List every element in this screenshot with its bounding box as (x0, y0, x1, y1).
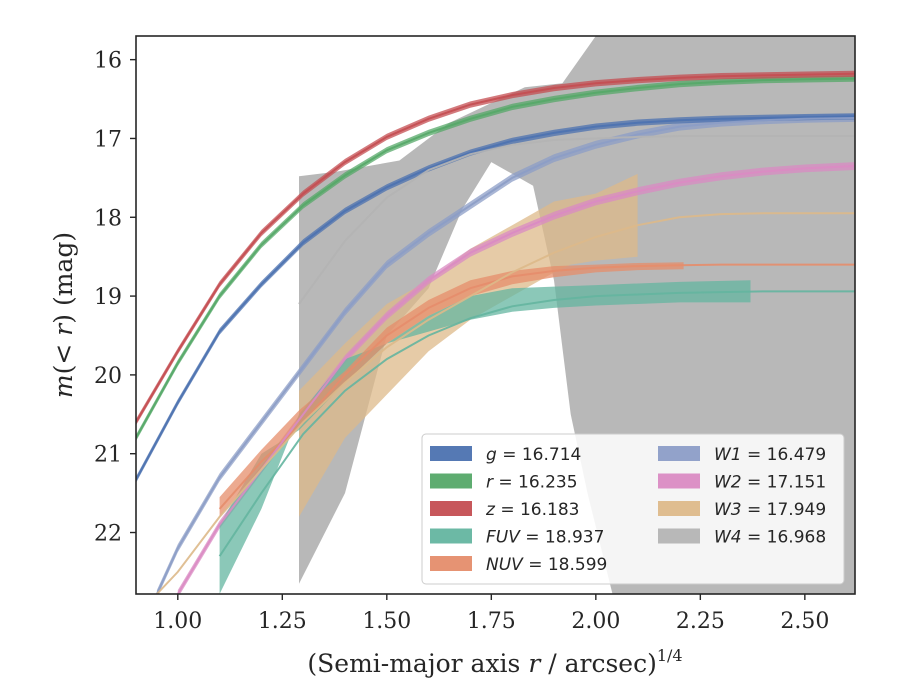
legend: g = 16.714 r = 16.235 z = 16.183 FUV = 18.9… (421, 433, 845, 585)
x-tick-label: 1.50 (362, 609, 411, 634)
band-fuv (219, 280, 751, 594)
legend-swatch-w1 (658, 446, 700, 461)
y-tick-label: 18 (94, 206, 122, 231)
y-tick-label: 22 (94, 522, 122, 547)
legend-label-g: g = 16.714 (486, 445, 581, 465)
legend-swatch-w2 (658, 473, 700, 489)
growth-curves (136, 72, 855, 594)
legend-swatch-w4 (658, 528, 700, 544)
x-tick-label: 1.75 (467, 609, 516, 634)
legend-label-z: z = 16.183 (485, 500, 579, 520)
legend-swatch-r (430, 473, 472, 489)
line-w1 (155, 117, 855, 594)
x-tick-label: 1.00 (153, 609, 202, 634)
x-tick-label: 1.25 (258, 609, 307, 634)
legend-swatch-g (430, 446, 472, 461)
legend-swatch-w3 (658, 501, 700, 516)
band-w3 (299, 173, 638, 517)
y-tick-label: 19 (94, 285, 122, 310)
line-nuv (218, 263, 855, 510)
x-tick-label: 2.00 (571, 609, 620, 634)
y-axis-label: m(< r) (mag) (49, 232, 78, 398)
y-tick-label: 20 (94, 364, 122, 389)
y-tick-label: 17 (94, 127, 122, 152)
legend-label-fuv: FUV = 18.937 (486, 528, 604, 548)
legend-label-w2: W2 = 17.151 (714, 473, 826, 493)
line-g (136, 115, 855, 481)
x-axis-label: (Semi-major axis r / arcsec)1/4 (307, 646, 682, 678)
line-w4 (298, 135, 855, 305)
line-fuv (218, 290, 855, 557)
axis-ticks: 1.00 1.25 1.50 1.75 2.00 2.25 2.50 16 17 18 19 20 21… (94, 49, 829, 634)
legend-swatch-fuv (430, 528, 472, 544)
legend-label-w4: W4 = 16.968 (714, 528, 826, 548)
x-tick-label: 2.50 (780, 609, 829, 634)
line-r (136, 77, 855, 439)
legend-box (421, 433, 845, 585)
line-w3 (156, 212, 855, 594)
legend-label-w3: W3 = 17.949 (714, 500, 826, 520)
legend-label-nuv: NUV = 18.599 (486, 555, 607, 575)
line-w2 (176, 165, 855, 594)
x-tick-label: 2.25 (676, 609, 725, 634)
plot-frame (135, 35, 856, 595)
legend-swatch-nuv (430, 556, 472, 571)
legend-label-r: r = 16.235 (486, 473, 578, 493)
line-z (136, 72, 855, 423)
y-tick-label: 16 (94, 49, 122, 74)
legend-swatch-z (430, 501, 472, 516)
legend-label-w1: W1 = 16.479 (714, 445, 826, 465)
y-tick-label: 21 (94, 443, 122, 468)
